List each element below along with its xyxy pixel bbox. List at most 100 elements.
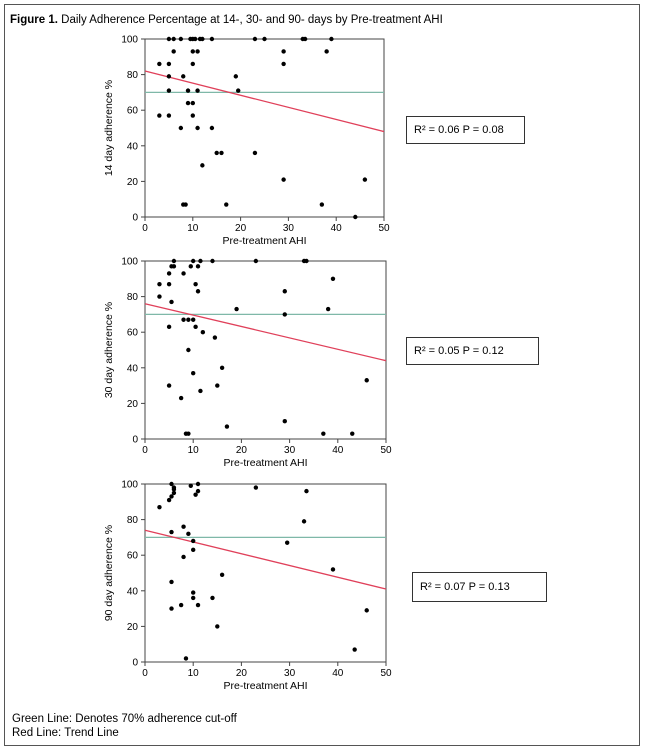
y-tick-label: 40 xyxy=(127,363,139,374)
x-axis-label: Pre-treatment AHI xyxy=(223,457,307,469)
y-axis-label: 90 day adherence % xyxy=(103,525,115,621)
data-point xyxy=(178,36,184,42)
data-point xyxy=(193,281,198,287)
y-tick-label: 20 xyxy=(127,399,139,410)
data-point xyxy=(169,606,174,611)
x-axis-label: Pre-treatment AHI xyxy=(223,680,307,692)
y-tick-label: 0 xyxy=(132,658,138,669)
figure-title: Figure 1. Daily Adherence Percentage at … xyxy=(10,14,443,26)
x-axis-label: Pre-treatment AHI xyxy=(222,235,306,247)
plot-area xyxy=(144,38,385,218)
data-point xyxy=(282,312,287,317)
data-point xyxy=(166,36,172,42)
figure-title-text: Daily Adherence Percentage at 14-, 30- a… xyxy=(61,14,443,26)
y-tick-label: 40 xyxy=(127,586,139,597)
data-point xyxy=(169,579,174,585)
data-point xyxy=(195,49,200,54)
data-point xyxy=(166,324,172,330)
data-point xyxy=(215,624,220,629)
data-point xyxy=(166,88,172,93)
data-point xyxy=(210,258,215,264)
y-tick-label: 80 xyxy=(127,70,139,81)
data-point xyxy=(215,383,220,388)
data-point xyxy=(195,289,201,294)
data-point xyxy=(178,395,184,401)
data-point xyxy=(188,483,193,488)
data-point xyxy=(186,431,191,436)
y-axis-label: 30 day adherence % xyxy=(103,302,115,398)
y-tick-label: 80 xyxy=(127,292,139,303)
data-point xyxy=(183,202,188,207)
y-tick-label: 0 xyxy=(132,435,138,446)
data-point xyxy=(191,370,196,376)
x-tick-label: 30 xyxy=(284,668,296,679)
trend-line xyxy=(144,70,385,133)
chart-2: 0 20 40 60 80 100 0 10 20 30 40 50 Pre-treatment AHI… xyxy=(103,480,392,693)
data-point xyxy=(181,74,186,79)
data-point xyxy=(198,388,203,394)
data-point xyxy=(200,330,206,335)
data-point xyxy=(282,419,287,424)
data-point xyxy=(171,258,177,264)
y-tick-label: 60 xyxy=(127,551,139,562)
plot-area xyxy=(144,260,387,440)
data-point xyxy=(195,602,201,608)
data-point xyxy=(192,36,198,42)
data-point xyxy=(200,36,205,42)
data-point xyxy=(186,347,191,353)
data-point xyxy=(178,125,184,131)
data-point xyxy=(301,519,307,524)
data-point xyxy=(253,258,259,264)
x-tick-label: 40 xyxy=(331,223,343,234)
data-point xyxy=(191,538,196,544)
data-point xyxy=(191,590,196,595)
data-point xyxy=(157,113,162,118)
figure-label: Figure 1. xyxy=(10,14,58,26)
data-point xyxy=(212,335,218,340)
data-point xyxy=(302,36,308,42)
x-tick-label: 30 xyxy=(284,445,296,456)
data-point xyxy=(352,647,357,652)
x-tick-label: 40 xyxy=(332,445,344,456)
data-point xyxy=(188,264,193,269)
data-point xyxy=(190,61,195,67)
data-point xyxy=(224,202,229,207)
trend-line xyxy=(144,529,387,590)
data-point xyxy=(191,258,196,264)
data-point xyxy=(183,656,189,661)
data-point xyxy=(195,88,200,93)
data-point xyxy=(171,490,177,496)
data-point xyxy=(191,547,196,553)
y-tick-label: 0 xyxy=(132,213,138,224)
data-point xyxy=(324,49,329,54)
data-point xyxy=(193,492,198,497)
data-point xyxy=(191,317,196,322)
data-point xyxy=(190,49,195,54)
data-point xyxy=(330,567,336,572)
figure-frame xyxy=(4,4,640,746)
x-tick-label: 0 xyxy=(142,223,148,234)
data-point xyxy=(166,61,172,67)
data-point xyxy=(190,100,195,106)
data-point xyxy=(166,74,172,79)
x-tick-label: 10 xyxy=(187,223,199,234)
data-point xyxy=(185,100,191,106)
data-point xyxy=(169,494,174,499)
data-point xyxy=(214,150,219,156)
y-axis-label: 14 day adherence % xyxy=(103,80,115,176)
data-point xyxy=(186,317,191,322)
data-point xyxy=(166,271,172,276)
chart-0: 0 20 40 60 80 100 0 10 20 30 40 50 Pre-treatment AHI… xyxy=(103,35,390,248)
y-tick-label: 60 xyxy=(127,328,139,339)
data-point xyxy=(157,504,162,510)
x-tick-label: 20 xyxy=(235,223,247,234)
data-point xyxy=(193,324,198,330)
x-tick-label: 50 xyxy=(378,223,390,234)
data-point xyxy=(234,306,239,312)
data-point xyxy=(219,150,224,156)
data-point xyxy=(171,264,177,269)
data-point xyxy=(157,294,162,299)
stats-box-14: R² = 0.06 P = 0.08 xyxy=(406,116,525,144)
data-point xyxy=(169,299,174,305)
